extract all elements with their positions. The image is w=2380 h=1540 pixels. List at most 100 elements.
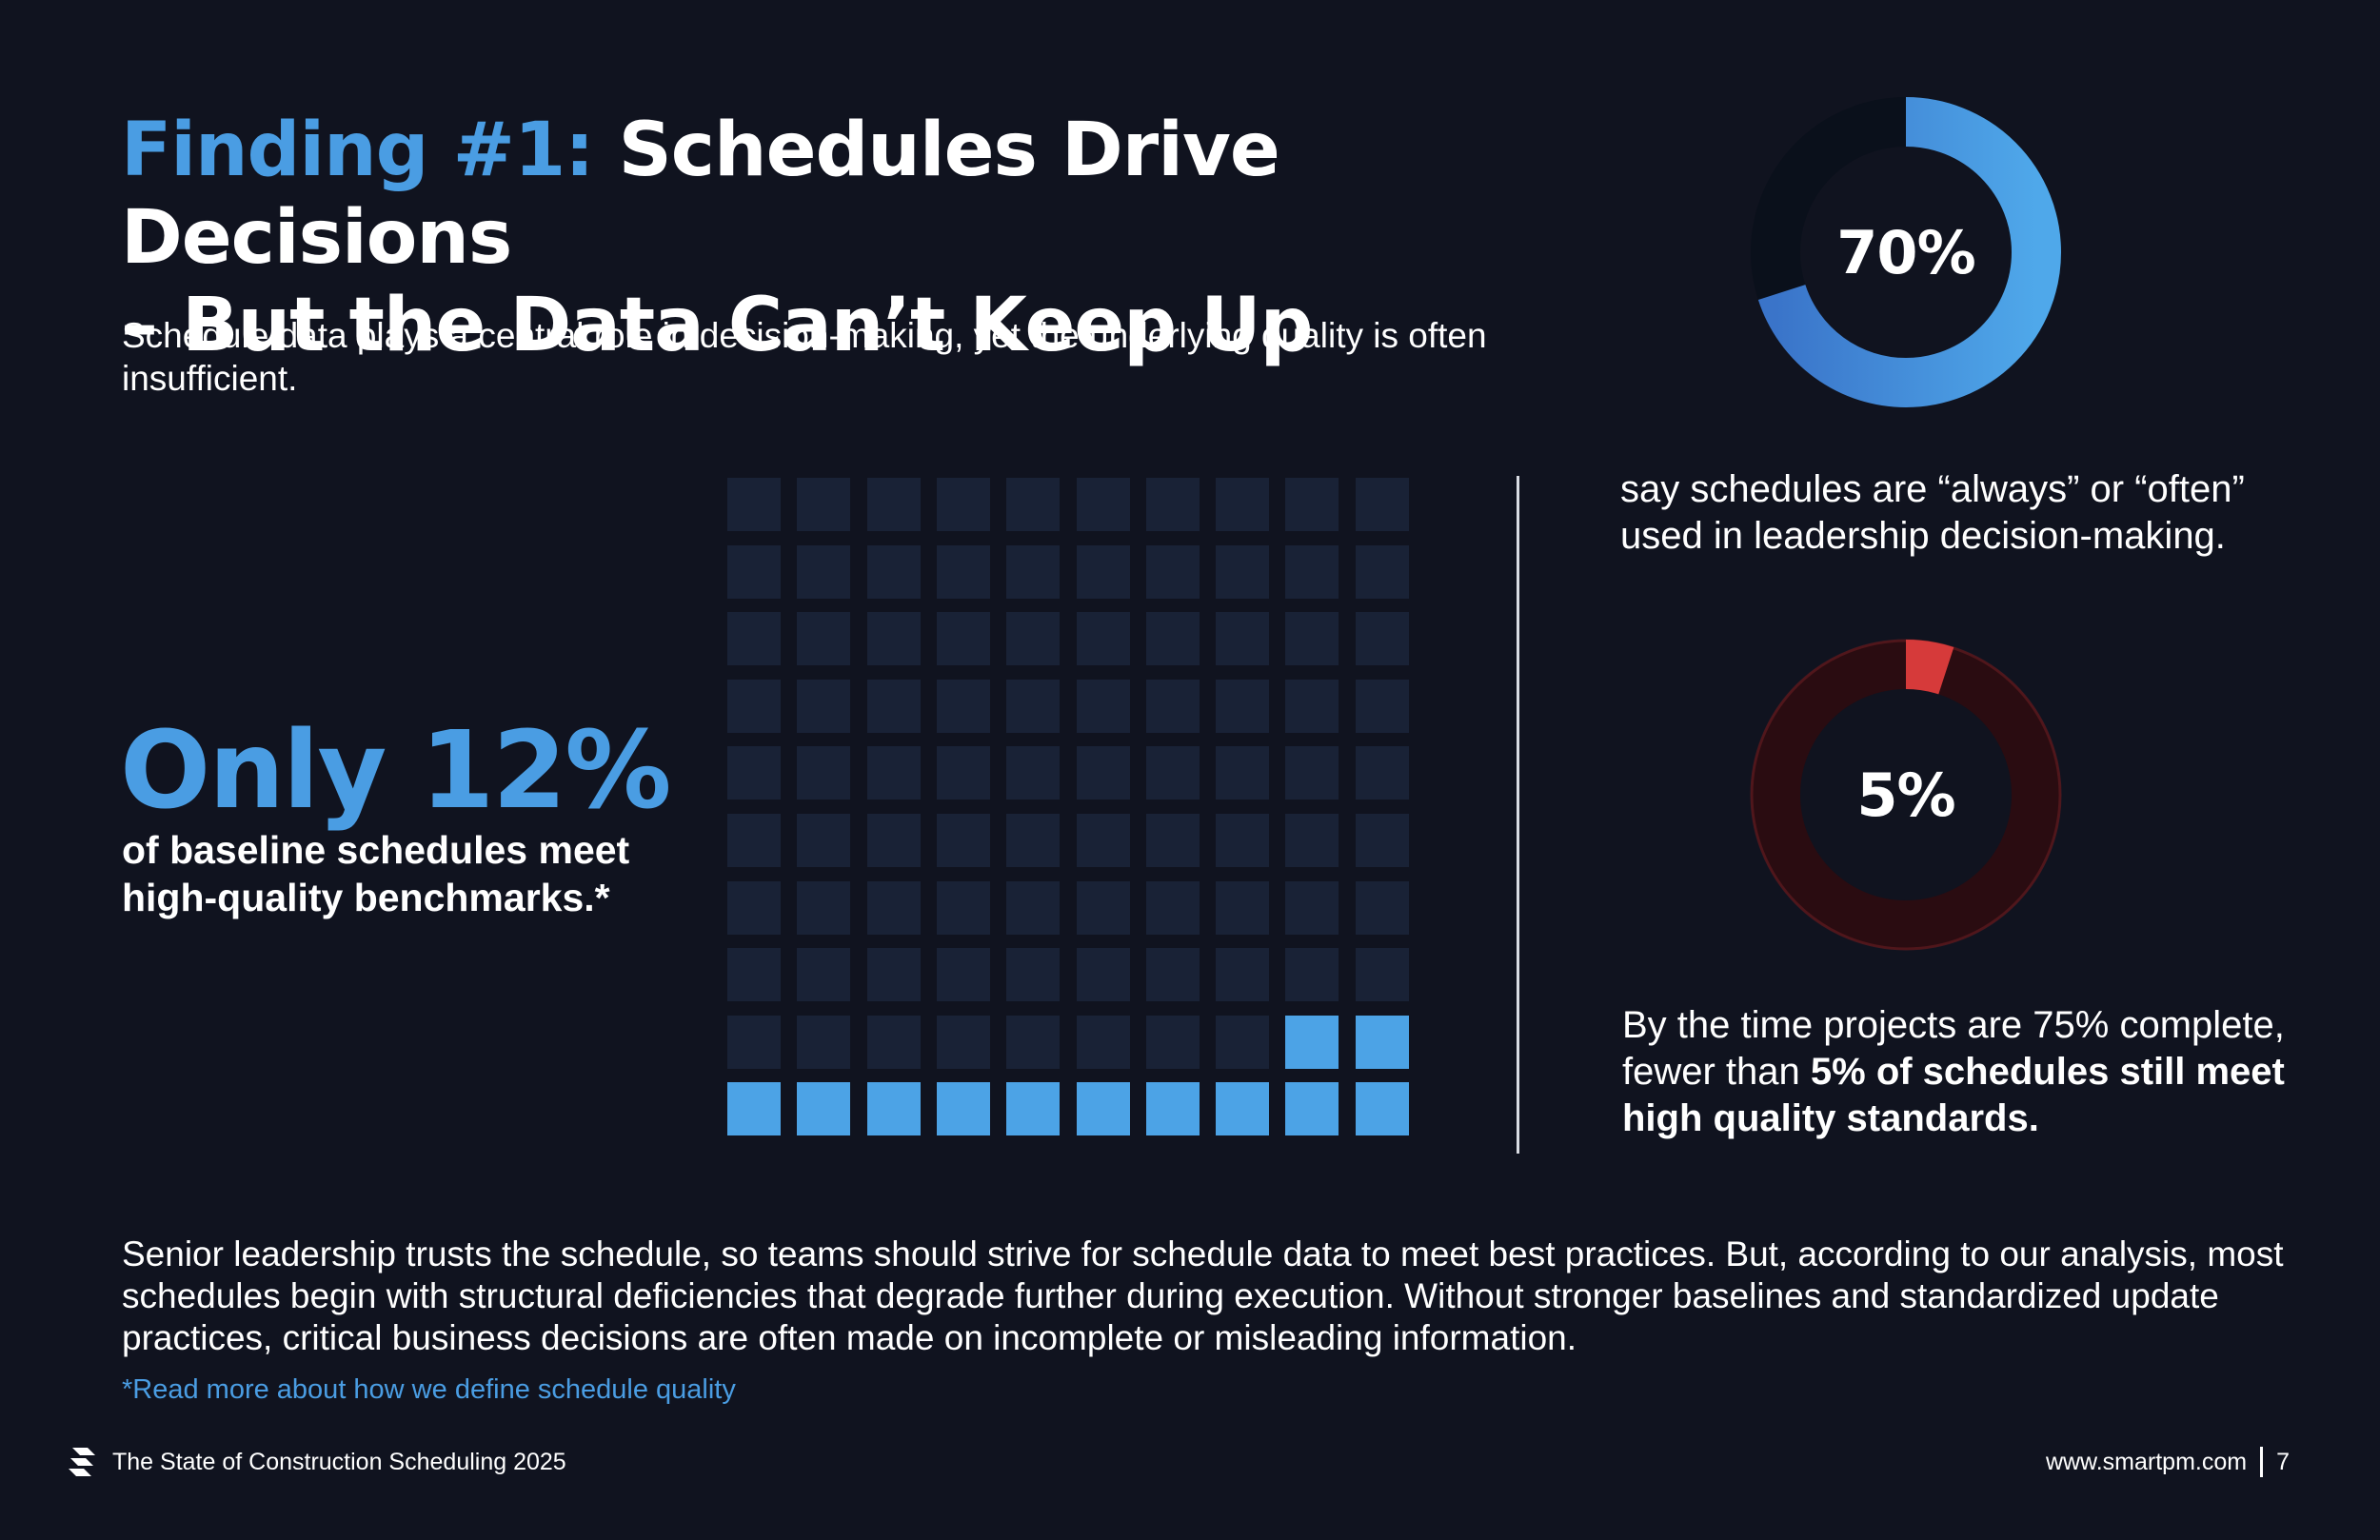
waffle-cell-empty bbox=[936, 679, 990, 733]
waffle-cell-empty bbox=[1285, 948, 1339, 1002]
waffle-cell-empty bbox=[727, 814, 781, 867]
waffle-cell-empty bbox=[936, 880, 990, 935]
waffle-cell-empty bbox=[727, 478, 781, 531]
waffle-cell-empty bbox=[866, 746, 921, 800]
waffle-cell-empty bbox=[1076, 612, 1130, 666]
intro-text: Schedule data plays a central role in de… bbox=[122, 316, 1487, 398]
waffle-cell-empty bbox=[1285, 814, 1339, 867]
waffle-cell-empty bbox=[1216, 478, 1270, 531]
waffle-cell-empty bbox=[936, 746, 990, 800]
waffle-cell-filled bbox=[727, 1082, 781, 1136]
waffle-cell-empty bbox=[1145, 1015, 1200, 1069]
waffle-cell-empty bbox=[1285, 679, 1339, 733]
waffle-cell-filled bbox=[797, 1082, 851, 1136]
donut-70-label: 70% bbox=[1836, 217, 1975, 287]
waffle-cell-empty bbox=[797, 544, 851, 599]
waffle-cell-empty bbox=[727, 746, 781, 800]
waffle-cell-filled bbox=[936, 1082, 990, 1136]
waffle-cell-empty bbox=[866, 814, 921, 867]
waffle-cell-empty bbox=[1145, 880, 1200, 935]
waffle-cell-empty bbox=[1355, 679, 1409, 733]
waffle-cell-empty bbox=[1145, 746, 1200, 800]
waffle-cell-empty bbox=[1216, 746, 1270, 800]
donut-5-caption-bold: 5% of schedules still meet high quality … bbox=[1622, 1051, 2285, 1139]
waffle-cell-empty bbox=[1006, 880, 1061, 935]
waffle-cell-empty bbox=[936, 544, 990, 599]
donut-5-slice bbox=[1751, 640, 2061, 950]
waffle-cell-filled bbox=[1216, 1082, 1270, 1136]
waffle-cell-empty bbox=[1216, 948, 1270, 1002]
page-title: Finding #1: Schedules Drive Decisions – … bbox=[121, 107, 1530, 369]
vertical-divider bbox=[1517, 476, 1519, 1154]
smartpm-logo-icon bbox=[69, 1448, 95, 1476]
waffle-cell-filled bbox=[1006, 1082, 1061, 1136]
waffle-cell-filled bbox=[1285, 1082, 1339, 1136]
waffle-cell-empty bbox=[1145, 679, 1200, 733]
waffle-cell-empty bbox=[797, 478, 851, 531]
waffle-cell-empty bbox=[866, 544, 921, 599]
waffle-cell-empty bbox=[1216, 544, 1270, 599]
donut-70-svg bbox=[1751, 97, 2061, 407]
stat-description: of baseline schedules meet high-quality … bbox=[122, 828, 630, 919]
waffle-cell-empty bbox=[797, 746, 851, 800]
donut-5-label: 5% bbox=[1856, 760, 1955, 830]
waffle-cell-filled bbox=[1355, 1082, 1409, 1136]
waffle-cell-empty bbox=[1355, 612, 1409, 666]
waffle-cell-empty bbox=[936, 612, 990, 666]
waffle-cell-empty bbox=[1355, 746, 1409, 800]
waffle-cell-empty bbox=[1006, 948, 1061, 1002]
footer-separator bbox=[2260, 1447, 2264, 1477]
waffle-cell-empty bbox=[1355, 880, 1409, 935]
waffle-cell-empty bbox=[797, 948, 851, 1002]
waffle-cell-filled bbox=[1076, 1082, 1130, 1136]
waffle-cell-empty bbox=[797, 880, 851, 935]
schedule-quality-link[interactable]: *Read more about how we define schedule … bbox=[122, 1374, 736, 1405]
waffle-cell-empty bbox=[727, 1015, 781, 1069]
waffle-cell-empty bbox=[866, 478, 921, 531]
waffle-cell-empty bbox=[727, 880, 781, 935]
waffle-cell-empty bbox=[1145, 478, 1200, 531]
website-link[interactable]: www.smartpm.com bbox=[2045, 1448, 2248, 1475]
report-title: The State of Construction Scheduling 202… bbox=[112, 1448, 566, 1475]
waffle-cell-empty bbox=[1006, 814, 1061, 867]
waffle-cell-empty bbox=[1006, 1015, 1061, 1069]
waffle-cell-empty bbox=[1076, 746, 1130, 800]
waffle-cell-empty bbox=[727, 948, 781, 1002]
waffle-cell-empty bbox=[1355, 814, 1409, 867]
donut-chart-5: 5% bbox=[1749, 638, 2063, 952]
waffle-cell-empty bbox=[1145, 948, 1200, 1002]
waffle-cell-filled bbox=[1145, 1082, 1200, 1136]
waffle-cell-empty bbox=[797, 679, 851, 733]
waffle-cell-empty bbox=[1006, 544, 1061, 599]
waffle-cell-empty bbox=[1076, 814, 1130, 867]
waffle-cell-filled bbox=[1285, 1015, 1339, 1069]
waffle-cell-empty bbox=[1216, 1015, 1270, 1069]
donut-5-caption: By the time projects are 75% complete, f… bbox=[1622, 1002, 2289, 1142]
waffle-cell-empty bbox=[1006, 679, 1061, 733]
waffle-cell-empty bbox=[727, 679, 781, 733]
waffle-cell-empty bbox=[1145, 814, 1200, 867]
waffle-cell-empty bbox=[727, 612, 781, 666]
waffle-cell-empty bbox=[797, 1015, 851, 1069]
waffle-cell-empty bbox=[1076, 544, 1130, 599]
waffle-cell-empty bbox=[866, 679, 921, 733]
waffle-cell-empty bbox=[1076, 948, 1130, 1002]
waffle-cell-empty bbox=[1076, 679, 1130, 733]
waffle-cell-empty bbox=[1216, 612, 1270, 666]
waffle-cell-empty bbox=[797, 814, 851, 867]
waffle-cell-empty bbox=[866, 612, 921, 666]
waffle-cell-empty bbox=[1006, 746, 1061, 800]
waffle-cell-empty bbox=[1285, 746, 1339, 800]
waffle-cell-empty bbox=[1006, 478, 1061, 531]
waffle-cell-empty bbox=[1145, 612, 1200, 666]
donut-5-caption-plain: By the time projects are 75% complete, f… bbox=[1622, 1004, 2285, 1093]
body-paragraph: Senior leadership trusts the schedule, s… bbox=[122, 1234, 2284, 1357]
waffle-cell-empty bbox=[936, 814, 990, 867]
waffle-cell-empty bbox=[1076, 880, 1130, 935]
page-number: 7 bbox=[2276, 1448, 2290, 1475]
footer-right: www.smartpm.com 7 bbox=[2046, 1443, 2290, 1481]
waffle-cell-empty bbox=[1216, 679, 1270, 733]
donut-70-caption: say schedules are “always” or “often” us… bbox=[1620, 468, 2245, 557]
waffle-cell-empty bbox=[1285, 612, 1339, 666]
